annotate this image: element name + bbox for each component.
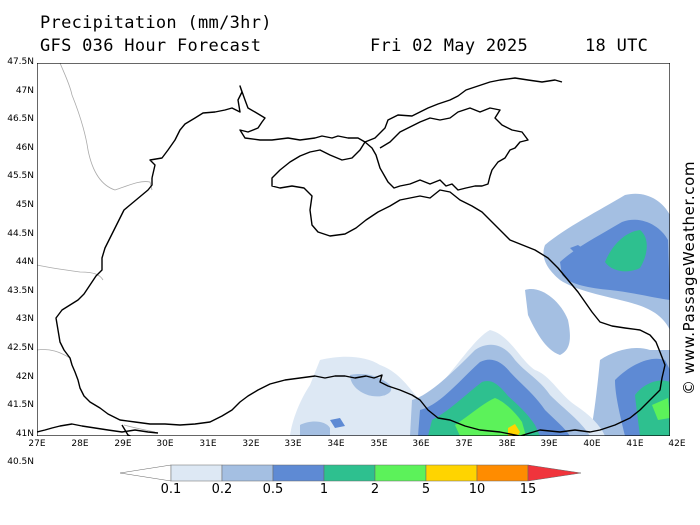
credit-label: © www.PassageWeather.com (680, 160, 698, 395)
coastline (37, 77, 666, 436)
precipitation-map (37, 63, 670, 436)
legend-label: 5 (421, 482, 431, 497)
chart-title: Precipitation (mm/3hr) (40, 13, 272, 33)
lat-label: 41.5N (7, 400, 34, 410)
lon-label: 39E (540, 439, 558, 449)
legend-label: 2 (370, 482, 380, 497)
lat-label: 47N (15, 86, 34, 96)
lat-label: 43.5N (7, 286, 34, 296)
legend-label: 0.5 (262, 482, 284, 497)
lon-label: 29E (114, 439, 132, 449)
lon-label: 32E (242, 439, 260, 449)
lon-label: 28E (71, 439, 89, 449)
lat-label: 42N (15, 372, 34, 382)
lat-label: 44.5N (7, 229, 34, 239)
lon-label: 42E (668, 439, 686, 449)
forecast-label: GFS 036 Hour Forecast (40, 36, 262, 56)
legend-label: 15 (519, 482, 537, 497)
lat-label: 44N (15, 257, 34, 267)
lat-label: 42.5N (7, 343, 34, 353)
lon-label: 38E (498, 439, 516, 449)
lat-label: 45.5N (7, 171, 34, 181)
legend-label: 10 (468, 482, 486, 497)
legend-label: 1 (319, 482, 329, 497)
lon-label: 27E (28, 439, 46, 449)
lat-label: 46.5N (7, 114, 34, 124)
legend-label: 0.1 (160, 482, 182, 497)
lat-label: 46N (15, 143, 34, 153)
forecast-time: 18 UTC (585, 36, 649, 56)
lon-label: 30E (156, 439, 174, 449)
lon-label: 35E (370, 439, 388, 449)
lon-label: 31E (199, 439, 217, 449)
lat-label: 47.5N (7, 57, 34, 67)
precipitation-legend (119, 464, 582, 482)
legend-label: 0.2 (211, 482, 233, 497)
lat-label: 41N (15, 429, 34, 439)
lon-label: 34E (327, 439, 345, 449)
lat-label: 40.5N (7, 457, 34, 467)
lon-label: 40E (583, 439, 601, 449)
lon-label: 36E (412, 439, 430, 449)
forecast-date: Fri 02 May 2025 (370, 36, 529, 56)
lon-label: 33E (284, 439, 302, 449)
lat-label: 43N (15, 314, 34, 324)
precipitation-fill (290, 193, 670, 436)
lon-label: 37E (455, 439, 473, 449)
borders (37, 63, 156, 433)
lat-label: 45N (15, 200, 34, 210)
legend-colorbar (119, 464, 582, 482)
lon-label: 41E (626, 439, 644, 449)
